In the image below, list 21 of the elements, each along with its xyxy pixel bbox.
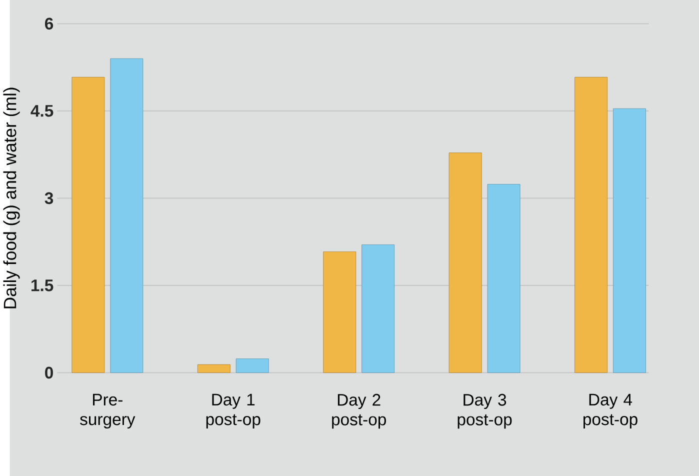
x-tick-label: Day 2 post-op	[332, 394, 386, 429]
x-tick-label: Day 3 post-op	[458, 394, 512, 429]
y-tick-label: 1.5	[31, 279, 54, 292]
bar	[323, 251, 356, 373]
y-tick-label: 3	[44, 192, 54, 204]
y-tick-label: 4.5	[30, 104, 54, 117]
bar	[236, 358, 269, 373]
bar	[487, 184, 520, 373]
bar	[448, 152, 482, 373]
x-tick-label: Day 4 post-op	[583, 394, 638, 428]
bar	[72, 76, 105, 373]
bar	[197, 364, 230, 373]
y-tick-label: 6	[44, 18, 54, 30]
bar	[574, 76, 608, 373]
x-tick-label: Day 1 post-op	[206, 394, 260, 428]
bar	[110, 58, 144, 373]
bar	[362, 244, 395, 373]
bar	[613, 108, 646, 373]
y-tick-label: 0	[45, 366, 53, 378]
y-axis-title: Daily food (g) and water (ml)	[3, 88, 20, 308]
x-tick-label: Pre-surgery	[80, 394, 136, 428]
